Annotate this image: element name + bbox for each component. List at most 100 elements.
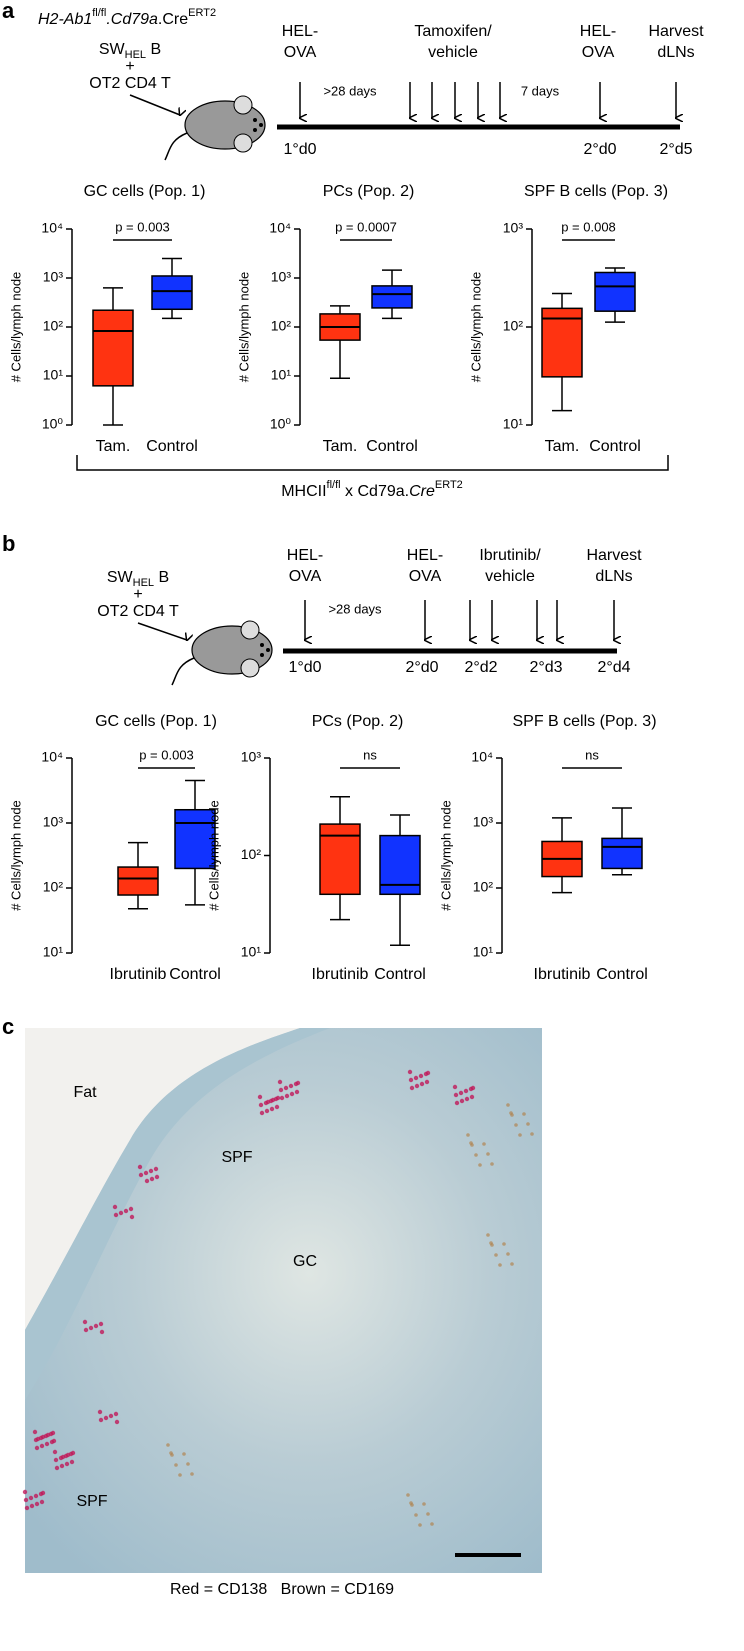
arrow [129, 94, 180, 115]
stain-dot [174, 1463, 178, 1467]
event-label: HEL- [287, 547, 323, 564]
event-label: OVA [284, 44, 317, 61]
y-tick-label: 10¹ [43, 944, 64, 960]
stain-dot [518, 1133, 522, 1137]
stain-dot [22, 1489, 28, 1495]
mouse-body [191, 625, 273, 675]
stain-dot [51, 1438, 57, 1444]
stain-dot [52, 1449, 58, 1455]
text-run: Cre [409, 483, 435, 500]
y-tick-label: 10² [473, 879, 494, 895]
stain-dot [288, 1083, 294, 1089]
stain-dot [453, 1092, 459, 1098]
stain-dot [514, 1123, 518, 1127]
stain-dot [112, 1204, 118, 1210]
stain-dot [406, 1493, 410, 1497]
mouse-label: + [125, 58, 134, 75]
text-run: HEL [125, 49, 146, 61]
day-label: 1°d0 [283, 141, 316, 158]
stain-dot [502, 1242, 506, 1246]
event-label: HEL- [407, 547, 443, 564]
y-axis-label: # Cells/lymph node [206, 800, 221, 911]
chart-title: PCs (Pop. 2) [312, 713, 404, 730]
stain-dot [33, 1493, 39, 1499]
stain-dot [60, 1454, 66, 1460]
box [117, 866, 159, 896]
stain-dot [24, 1505, 30, 1511]
stain-dot [69, 1459, 75, 1465]
x-tick-label: Ibrutinib [110, 966, 167, 983]
event-label: vehicle [428, 44, 478, 61]
mouse-label: SWHEL B [99, 41, 161, 61]
day-label: 2°d2 [464, 659, 497, 676]
stain-dot [113, 1212, 119, 1218]
mouse-body [184, 100, 266, 150]
text-run: + [133, 586, 142, 603]
text-run: fl/fl [327, 479, 341, 491]
stain-dot [277, 1079, 283, 1085]
mouse-eye [253, 128, 257, 132]
y-tick-label: 10² [271, 318, 292, 334]
x-tick-label: Control [169, 966, 221, 983]
event-label: OVA [582, 44, 615, 61]
text-run: ERT2 [435, 479, 463, 491]
stain-dot [270, 1097, 276, 1103]
text-run: fl/fl [92, 7, 106, 19]
y-axis-label: # Cells/lymph node [8, 272, 23, 383]
stain-dot [510, 1262, 514, 1266]
stain-dot [459, 1098, 465, 1104]
stain-dot [128, 1206, 134, 1212]
x-tick-label: Control [366, 438, 418, 455]
stain-dot [103, 1415, 109, 1421]
y-tick-label: 10⁴ [41, 749, 63, 765]
interval-label: 7 days [521, 83, 560, 98]
stain-dot [59, 1463, 65, 1469]
mouse-eye [259, 123, 263, 127]
stain-dot [258, 1102, 264, 1108]
region-label: Fat [73, 1084, 97, 1101]
y-tick-label: 10¹ [473, 944, 494, 960]
stain-dot [274, 1104, 280, 1110]
text-run: B [154, 569, 169, 586]
chart-title: GC cells (Pop. 1) [95, 713, 217, 730]
mouse-eye [260, 643, 264, 647]
stain-dot [530, 1132, 534, 1136]
annotation: p = 0.008 [561, 219, 616, 234]
stain-dot [113, 1411, 119, 1417]
stain-dot [45, 1432, 51, 1438]
text-run: B [146, 41, 161, 58]
stain-dot [182, 1452, 186, 1456]
stain-dot [118, 1210, 124, 1216]
y-axis-label: # Cells/lymph node [468, 272, 483, 383]
stain-dot [486, 1233, 490, 1237]
stain-dot [83, 1327, 89, 1333]
stain-dot [99, 1329, 105, 1335]
stain-dot [506, 1103, 510, 1107]
stain-dot [409, 1501, 413, 1505]
event-label: Tamoxifen/ [414, 23, 492, 40]
y-tick-label: 10¹ [241, 944, 262, 960]
stain-dot [464, 1096, 470, 1102]
box [371, 285, 413, 309]
region-label: SPF [76, 1493, 107, 1510]
text-run: .Cre [158, 11, 188, 28]
event-label: HEL- [580, 23, 616, 40]
annotation: ns [585, 747, 599, 762]
stain-dot [279, 1095, 285, 1101]
mouse-label: OT2 CD4 T [89, 75, 171, 92]
stain-dot [257, 1094, 263, 1100]
y-tick-label: 10⁴ [269, 220, 291, 236]
panel-label: a [2, 0, 15, 23]
stain-dot [265, 1099, 271, 1105]
x-tick-label: Control [596, 966, 648, 983]
stain-dot [294, 1089, 300, 1095]
stain-dot [35, 1436, 41, 1442]
box [601, 837, 643, 870]
genotype-label: H2-Ab1fl/fl.Cd79a.CreERT2 [38, 7, 216, 28]
y-tick-label: 10⁰ [42, 416, 64, 432]
stain-dot [50, 1430, 56, 1436]
text-run: HEL [133, 577, 154, 589]
stain-dot [283, 1085, 289, 1091]
stain-dot [275, 1095, 281, 1101]
stain-dot [23, 1497, 29, 1503]
